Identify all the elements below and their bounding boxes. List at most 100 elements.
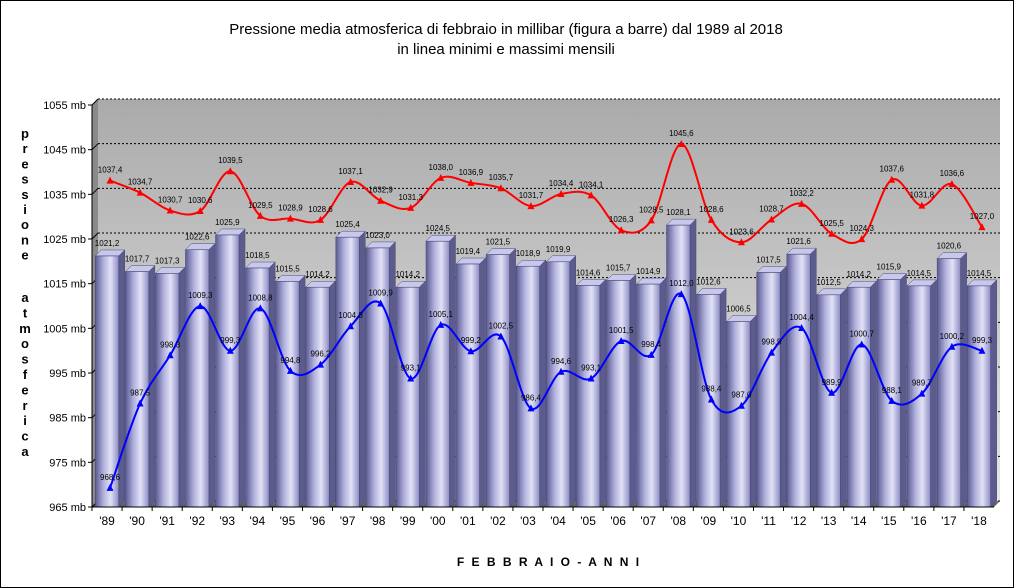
bar-side xyxy=(539,259,546,508)
bar-value-label: 1015,9 xyxy=(877,263,902,272)
bar xyxy=(936,258,961,508)
bar-value-label: 1018,9 xyxy=(516,249,541,258)
chart-title-line-2: in linea minimi e massimi mensili xyxy=(397,41,615,58)
min-value-label: 999,3 xyxy=(220,336,241,345)
max-marker xyxy=(858,235,866,243)
min-marker xyxy=(347,322,355,330)
bar-side xyxy=(208,243,216,508)
bar-value-label: 1028,1 xyxy=(666,208,691,217)
max-marker xyxy=(768,215,775,223)
max-value-label: 1036,6 xyxy=(940,169,965,178)
bar xyxy=(696,294,721,508)
bar-side xyxy=(870,280,877,508)
min-marker xyxy=(557,367,565,375)
y-axis-label-letter: e xyxy=(21,382,28,397)
bar xyxy=(155,273,180,508)
max-value-label: 1028,5 xyxy=(639,205,664,214)
max-marker xyxy=(888,175,896,183)
max-marker xyxy=(467,178,475,186)
bar-side xyxy=(719,287,727,508)
max-marker xyxy=(437,173,445,181)
min-marker xyxy=(798,324,806,332)
min-marker xyxy=(587,374,595,382)
y-tick-label: 1015 mb xyxy=(43,279,86,291)
max-value-label: 1037,4 xyxy=(98,166,123,175)
bar-value-label: 1025,9 xyxy=(215,218,240,227)
y-axis-label-letter: t xyxy=(23,305,28,320)
bar-side xyxy=(178,266,186,508)
y-axis-label-letter: o xyxy=(21,336,29,351)
y-axis-label-letter: o xyxy=(21,217,29,232)
min-value-label: 1005,1 xyxy=(429,310,454,319)
max-value-label: 1031,8 xyxy=(910,191,935,200)
min-marker xyxy=(407,374,415,382)
min-value-label: 1009,3 xyxy=(188,291,213,300)
bar-value-label: 1014,6 xyxy=(576,268,601,277)
y-axis-label-letter: e xyxy=(21,248,28,263)
y-tick-label: 1035 mb xyxy=(43,189,86,201)
min-value-label: 1000,2 xyxy=(940,332,965,341)
max-marker xyxy=(226,167,234,175)
bar-side xyxy=(810,247,817,508)
max-value-label: 1034,1 xyxy=(579,180,604,189)
min-value-label: 1004,8 xyxy=(338,311,363,320)
min-marker xyxy=(136,399,144,407)
bar xyxy=(636,283,661,508)
min-value-label: 1000,7 xyxy=(849,330,874,339)
bar-side xyxy=(389,241,396,508)
max-value-label: 1024,3 xyxy=(849,224,874,233)
max-value-label: 1028,6 xyxy=(699,205,724,214)
max-value-label: 1035,7 xyxy=(489,173,514,182)
y-axis-label-letter: f xyxy=(23,367,28,382)
x-tick-label: '99 xyxy=(400,514,416,528)
min-marker xyxy=(978,346,986,354)
y-tick-label: 1055 mb xyxy=(43,100,86,112)
bar xyxy=(726,321,751,508)
bar-value-label: 1014,2 xyxy=(395,270,420,279)
bar-side xyxy=(328,280,336,508)
max-marker xyxy=(407,203,415,211)
min-marker xyxy=(377,299,385,307)
max-value-label: 1039,5 xyxy=(218,156,243,165)
bar-side xyxy=(659,277,667,508)
max-marker xyxy=(948,180,956,188)
bar-side xyxy=(479,257,486,508)
y-tick-label: 995 mb xyxy=(49,368,86,380)
bar xyxy=(305,286,330,508)
min-marker xyxy=(647,350,655,358)
max-marker xyxy=(166,206,174,214)
x-tick-label: '93 xyxy=(219,514,235,528)
y-axis-label-letter: r xyxy=(22,141,27,156)
bar-value-label: 1021,5 xyxy=(486,238,511,247)
min-value-label: 989,9 xyxy=(822,378,843,387)
x-tick-label: '02 xyxy=(490,514,506,528)
min-marker xyxy=(437,320,445,328)
max-marker xyxy=(617,226,625,234)
y-axis-label-letter: m xyxy=(19,321,31,336)
bar-side xyxy=(298,274,306,508)
min-marker xyxy=(467,347,475,355)
min-value-label: 989,7 xyxy=(912,379,933,388)
x-tick-label: '18 xyxy=(971,514,987,528)
min-marker xyxy=(286,366,294,374)
x-tick-label: '08 xyxy=(670,514,686,528)
x-tick-label: '98 xyxy=(370,514,386,528)
min-marker xyxy=(918,389,926,397)
bar xyxy=(185,249,210,508)
bar xyxy=(395,286,420,508)
bar-value-label: 1024,5 xyxy=(426,224,451,233)
x-tick-label: '12 xyxy=(791,514,807,528)
x-tick-label: '90 xyxy=(129,514,145,528)
bar xyxy=(786,253,811,508)
x-tick-label: '89 xyxy=(99,514,115,528)
max-marker xyxy=(497,184,505,192)
y-tick-label: 975 mb xyxy=(49,457,86,469)
max-value-label: 1037,6 xyxy=(880,165,905,174)
x-tick-label: '11 xyxy=(761,514,776,528)
bar-side xyxy=(359,230,366,508)
y-axis-label-letter: a xyxy=(21,444,29,459)
x-tick-label: '97 xyxy=(340,514,356,528)
min-value-label: 994,6 xyxy=(551,357,572,366)
